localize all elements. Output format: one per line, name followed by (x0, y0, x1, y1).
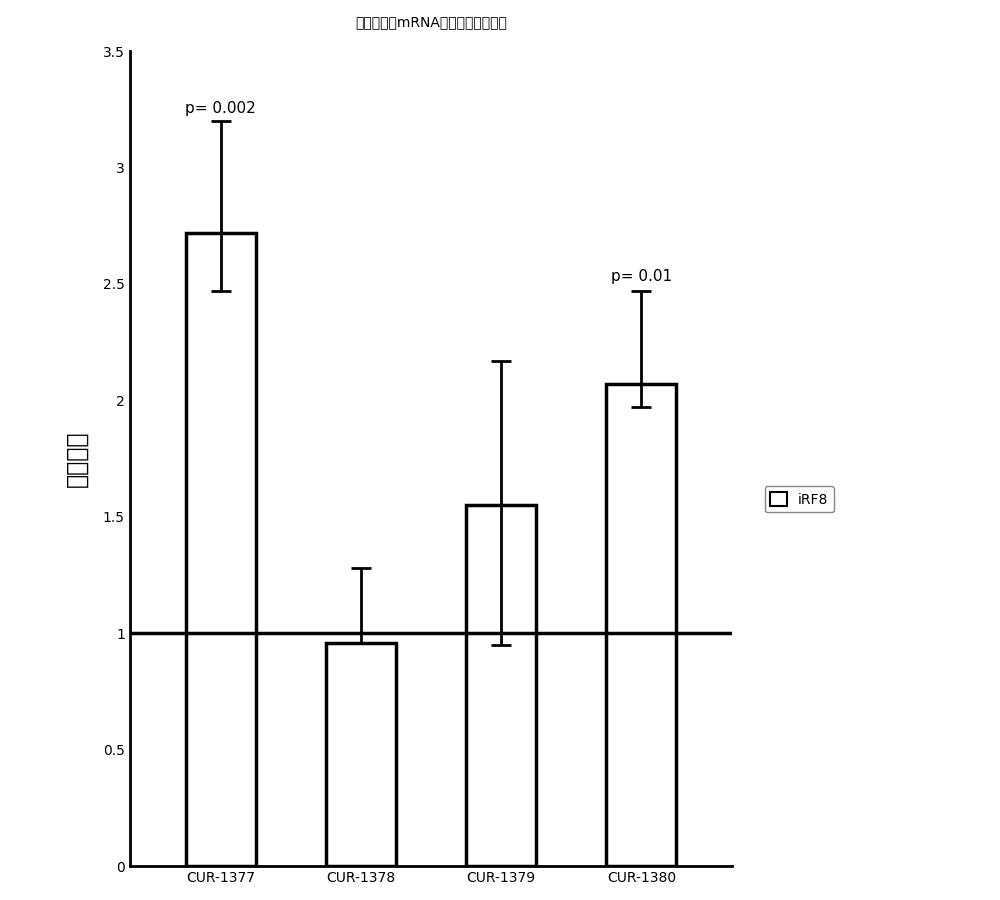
Bar (606, 384, 676, 866)
Title: 与对照相比mRNA拷贝数的倍数差异: 与对照相比mRNA拷贝数的倍数差异 (355, 15, 507, 29)
Text: p= 0.002: p= 0.002 (185, 101, 256, 116)
Bar (326, 643, 396, 866)
Legend: iRF8: iRF8 (765, 486, 834, 512)
Y-axis label: 倍数差异: 倍数差异 (65, 430, 89, 487)
Text: p= 0.01: p= 0.01 (611, 269, 672, 284)
Bar (186, 233, 256, 866)
Bar (466, 505, 536, 866)
